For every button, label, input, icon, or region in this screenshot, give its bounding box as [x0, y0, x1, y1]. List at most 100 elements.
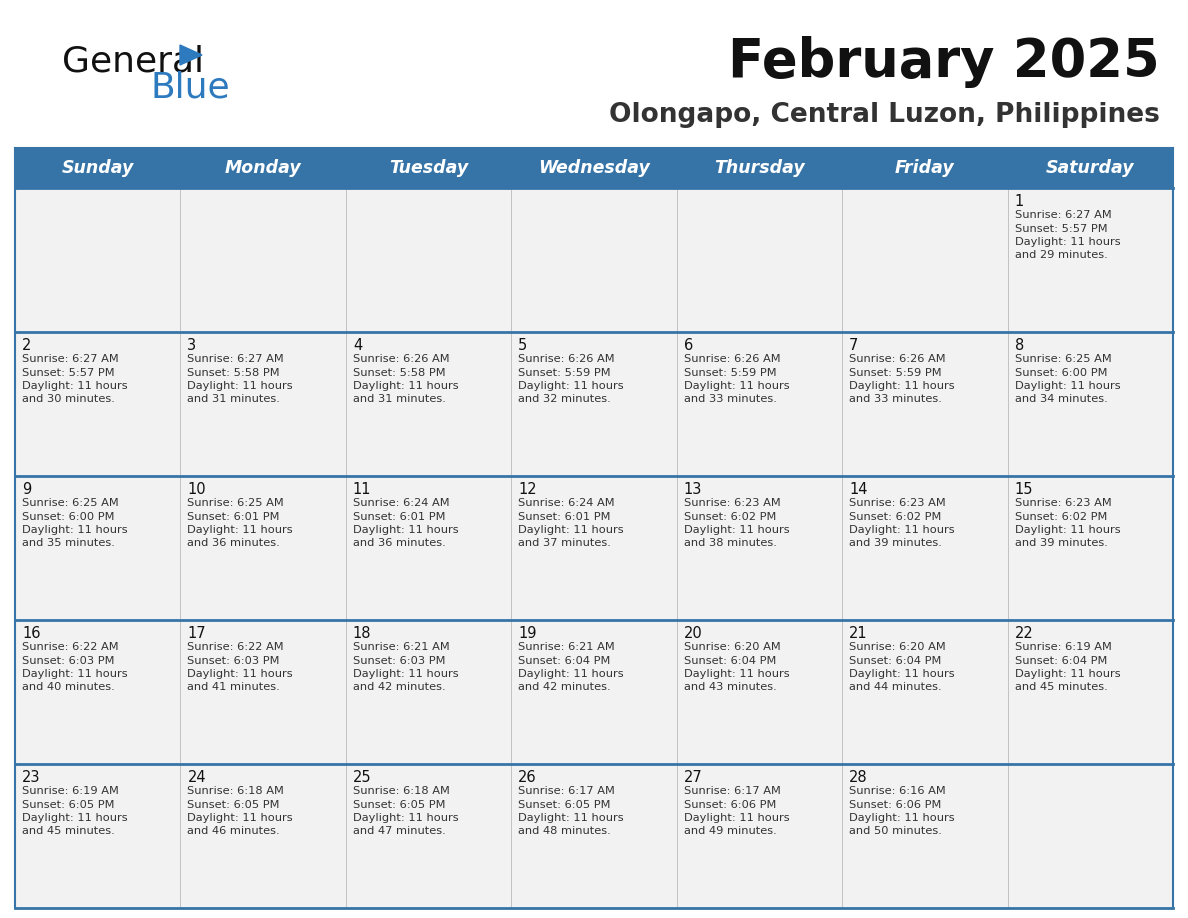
Text: Daylight: 11 hours: Daylight: 11 hours	[23, 381, 127, 391]
Text: Sunset: 6:04 PM: Sunset: 6:04 PM	[1015, 655, 1107, 666]
Text: and 39 minutes.: and 39 minutes.	[1015, 539, 1107, 548]
Text: 11: 11	[353, 482, 372, 497]
Text: Tuesday: Tuesday	[388, 159, 468, 177]
Text: 6: 6	[684, 338, 693, 353]
Text: Daylight: 11 hours: Daylight: 11 hours	[188, 669, 293, 679]
Text: Sunrise: 6:24 AM: Sunrise: 6:24 AM	[353, 498, 449, 508]
Text: Sunrise: 6:19 AM: Sunrise: 6:19 AM	[23, 786, 119, 796]
Text: Sunset: 5:58 PM: Sunset: 5:58 PM	[353, 367, 446, 377]
Text: and 34 minutes.: and 34 minutes.	[1015, 395, 1107, 405]
Text: Sunday: Sunday	[62, 159, 134, 177]
Text: 19: 19	[518, 626, 537, 641]
Text: Daylight: 11 hours: Daylight: 11 hours	[188, 381, 293, 391]
Text: Daylight: 11 hours: Daylight: 11 hours	[353, 525, 459, 535]
Text: Daylight: 11 hours: Daylight: 11 hours	[849, 381, 955, 391]
Text: Sunrise: 6:26 AM: Sunrise: 6:26 AM	[353, 354, 449, 364]
Text: 9: 9	[23, 482, 31, 497]
Text: 5: 5	[518, 338, 527, 353]
Text: Sunrise: 6:20 AM: Sunrise: 6:20 AM	[849, 642, 946, 652]
Text: 27: 27	[684, 770, 702, 785]
Text: Sunset: 6:01 PM: Sunset: 6:01 PM	[353, 511, 446, 521]
Text: 7: 7	[849, 338, 859, 353]
Text: Sunrise: 6:26 AM: Sunrise: 6:26 AM	[849, 354, 946, 364]
Text: and 30 minutes.: and 30 minutes.	[23, 395, 115, 405]
Text: Daylight: 11 hours: Daylight: 11 hours	[1015, 237, 1120, 247]
Text: Blue: Blue	[150, 70, 229, 104]
Bar	[15, 188, 1173, 332]
Text: 20: 20	[684, 626, 702, 641]
Text: Daylight: 11 hours: Daylight: 11 hours	[849, 813, 955, 823]
Text: Sunrise: 6:19 AM: Sunrise: 6:19 AM	[1015, 642, 1112, 652]
Text: and 31 minutes.: and 31 minutes.	[188, 395, 280, 405]
Text: General: General	[62, 45, 204, 79]
Text: Sunrise: 6:26 AM: Sunrise: 6:26 AM	[684, 354, 781, 364]
Text: 2: 2	[23, 338, 31, 353]
Text: and 50 minutes.: and 50 minutes.	[849, 826, 942, 836]
Text: Sunrise: 6:23 AM: Sunrise: 6:23 AM	[849, 498, 946, 508]
Text: 13: 13	[684, 482, 702, 497]
Text: Daylight: 11 hours: Daylight: 11 hours	[518, 813, 624, 823]
Text: and 40 minutes.: and 40 minutes.	[23, 682, 115, 692]
Text: and 36 minutes.: and 36 minutes.	[353, 539, 446, 548]
Text: and 31 minutes.: and 31 minutes.	[353, 395, 446, 405]
Text: Sunset: 6:01 PM: Sunset: 6:01 PM	[518, 511, 611, 521]
Text: Sunrise: 6:25 AM: Sunrise: 6:25 AM	[188, 498, 284, 508]
Text: and 42 minutes.: and 42 minutes.	[353, 682, 446, 692]
Text: 15: 15	[1015, 482, 1034, 497]
Text: Sunset: 6:02 PM: Sunset: 6:02 PM	[849, 511, 942, 521]
Text: and 32 minutes.: and 32 minutes.	[518, 395, 611, 405]
Text: and 47 minutes.: and 47 minutes.	[353, 826, 446, 836]
Text: Sunset: 6:04 PM: Sunset: 6:04 PM	[518, 655, 611, 666]
Text: Sunrise: 6:21 AM: Sunrise: 6:21 AM	[518, 642, 615, 652]
Text: and 44 minutes.: and 44 minutes.	[849, 682, 942, 692]
Text: Daylight: 11 hours: Daylight: 11 hours	[188, 813, 293, 823]
Text: Sunrise: 6:18 AM: Sunrise: 6:18 AM	[353, 786, 450, 796]
Text: Monday: Monday	[225, 159, 302, 177]
Text: Sunset: 6:03 PM: Sunset: 6:03 PM	[23, 655, 114, 666]
Text: and 33 minutes.: and 33 minutes.	[849, 395, 942, 405]
Text: Daylight: 11 hours: Daylight: 11 hours	[353, 381, 459, 391]
Text: Daylight: 11 hours: Daylight: 11 hours	[1015, 381, 1120, 391]
Text: 17: 17	[188, 626, 206, 641]
Text: Sunset: 5:57 PM: Sunset: 5:57 PM	[23, 367, 114, 377]
Text: Sunset: 6:01 PM: Sunset: 6:01 PM	[188, 511, 280, 521]
Text: Sunrise: 6:16 AM: Sunrise: 6:16 AM	[849, 786, 946, 796]
Text: Sunset: 6:03 PM: Sunset: 6:03 PM	[353, 655, 446, 666]
Text: Daylight: 11 hours: Daylight: 11 hours	[684, 669, 789, 679]
Text: Sunset: 6:00 PM: Sunset: 6:00 PM	[23, 511, 114, 521]
Text: Sunset: 5:59 PM: Sunset: 5:59 PM	[684, 367, 776, 377]
Text: and 41 minutes.: and 41 minutes.	[188, 682, 280, 692]
Text: and 42 minutes.: and 42 minutes.	[518, 682, 611, 692]
Text: Friday: Friday	[895, 159, 955, 177]
Text: and 48 minutes.: and 48 minutes.	[518, 826, 611, 836]
Bar	[15, 764, 1173, 908]
Text: and 36 minutes.: and 36 minutes.	[188, 539, 280, 548]
Text: 18: 18	[353, 626, 372, 641]
Text: Daylight: 11 hours: Daylight: 11 hours	[188, 525, 293, 535]
Text: Sunset: 6:04 PM: Sunset: 6:04 PM	[849, 655, 942, 666]
Text: Sunrise: 6:23 AM: Sunrise: 6:23 AM	[684, 498, 781, 508]
Text: 1: 1	[1015, 194, 1024, 209]
Text: 12: 12	[518, 482, 537, 497]
Text: and 49 minutes.: and 49 minutes.	[684, 826, 777, 836]
Text: and 38 minutes.: and 38 minutes.	[684, 539, 777, 548]
Text: Daylight: 11 hours: Daylight: 11 hours	[849, 525, 955, 535]
Text: 24: 24	[188, 770, 206, 785]
Polygon shape	[181, 45, 202, 65]
Text: Wednesday: Wednesday	[538, 159, 650, 177]
Text: Sunset: 6:06 PM: Sunset: 6:06 PM	[684, 800, 776, 810]
Text: Daylight: 11 hours: Daylight: 11 hours	[23, 813, 127, 823]
Text: Sunrise: 6:27 AM: Sunrise: 6:27 AM	[1015, 210, 1111, 220]
Text: Saturday: Saturday	[1045, 159, 1135, 177]
Text: 26: 26	[518, 770, 537, 785]
Text: Daylight: 11 hours: Daylight: 11 hours	[518, 669, 624, 679]
Text: 4: 4	[353, 338, 362, 353]
Text: 3: 3	[188, 338, 196, 353]
Text: Daylight: 11 hours: Daylight: 11 hours	[353, 813, 459, 823]
Text: 8: 8	[1015, 338, 1024, 353]
Text: 21: 21	[849, 626, 867, 641]
Text: Sunrise: 6:17 AM: Sunrise: 6:17 AM	[518, 786, 615, 796]
Text: and 39 minutes.: and 39 minutes.	[849, 539, 942, 548]
Text: Thursday: Thursday	[714, 159, 804, 177]
Text: and 35 minutes.: and 35 minutes.	[23, 539, 115, 548]
